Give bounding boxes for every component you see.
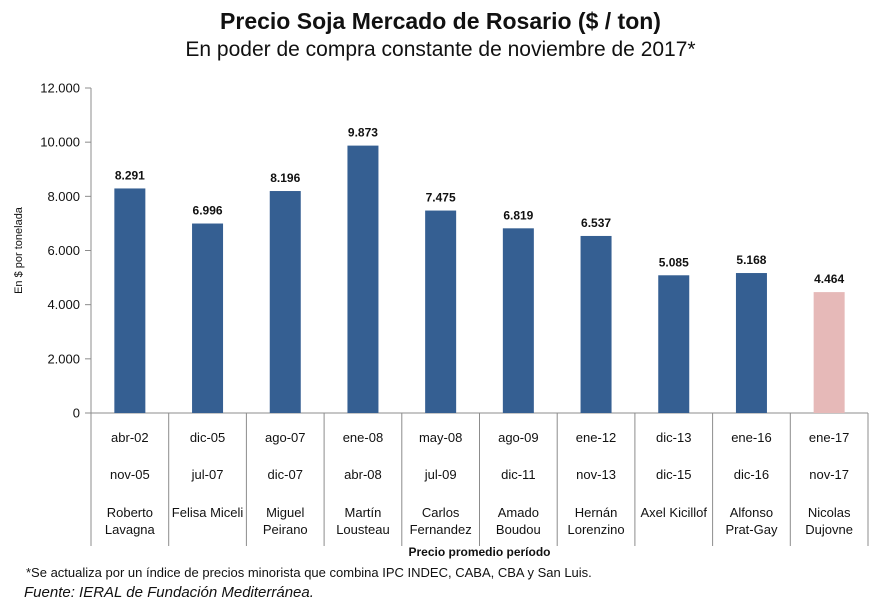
category-name-label: Roberto xyxy=(107,505,153,520)
bar xyxy=(347,145,379,413)
category-start-label: ene-08 xyxy=(343,430,383,445)
category-end-label: dic-16 xyxy=(734,467,769,482)
category-end-label: nov-13 xyxy=(576,467,616,482)
category-start-label: ago-09 xyxy=(498,430,538,445)
category-end-label: abr-08 xyxy=(344,467,382,482)
bar xyxy=(735,273,767,413)
category-name-label: Miguel xyxy=(266,505,304,520)
category-name-label: Prat-Gay xyxy=(725,522,778,537)
data-label: 4.464 xyxy=(814,272,844,286)
data-label: 5.085 xyxy=(659,255,689,269)
y-tick-label: 6.000 xyxy=(47,243,80,258)
y-tick-label: 0 xyxy=(73,406,80,421)
bar xyxy=(192,223,224,413)
data-label: 6.537 xyxy=(581,216,611,230)
category-name-label: Axel Kicillof xyxy=(641,505,708,520)
chart-title: Precio Soja Mercado de Rosario ($ / ton) xyxy=(220,8,661,34)
data-label: 9.873 xyxy=(348,126,378,140)
category-end-label: dic-07 xyxy=(268,467,303,482)
category-name-label: Peirano xyxy=(263,522,308,537)
y-tick-label: 4.000 xyxy=(47,297,80,312)
bar xyxy=(502,228,534,413)
data-label: 5.168 xyxy=(736,253,766,267)
y-tick-label: 12.000 xyxy=(40,81,80,96)
bar xyxy=(269,191,301,413)
category-name-label: Fernandez xyxy=(410,522,472,537)
category-name-label: Alfonso xyxy=(730,505,773,520)
category-end-label: nov-05 xyxy=(110,467,150,482)
bar xyxy=(813,292,845,413)
bar xyxy=(580,235,612,413)
category-start-label: dic-05 xyxy=(190,430,225,445)
category-end-label: nov-17 xyxy=(809,467,849,482)
category-start-label: ene-12 xyxy=(576,430,616,445)
category-name-label: Hernán xyxy=(575,505,618,520)
category-name-label: Lorenzino xyxy=(567,522,624,537)
data-label: 8.196 xyxy=(270,171,300,185)
footnote: *Se actualiza por un índice de precios m… xyxy=(26,565,592,580)
data-label: 8.291 xyxy=(115,168,145,182)
data-label: 7.475 xyxy=(426,191,456,205)
bar xyxy=(658,275,690,413)
category-name-label: Amado xyxy=(498,505,539,520)
category-name-label: Lousteau xyxy=(336,522,390,537)
y-tick-label: 2.000 xyxy=(47,351,80,366)
category-name-label: Carlos xyxy=(422,505,460,520)
category-start-label: may-08 xyxy=(419,430,462,445)
category-start-label: ago-07 xyxy=(265,430,305,445)
category-name-label: Martín xyxy=(345,505,382,520)
bar xyxy=(114,188,146,413)
category-end-label: dic-11 xyxy=(501,467,535,482)
bar-chart: 0 2.000 4.000 6.000 8.000 10.000 12.000 En $ po… xyxy=(13,81,869,559)
y-tick-label: 8.000 xyxy=(47,189,80,204)
category-name-label: Felisa Miceli xyxy=(172,505,244,520)
x-axis-title: Precio promedio período xyxy=(408,545,550,559)
category-name-label: Boudou xyxy=(496,522,541,537)
data-label: 6.996 xyxy=(193,204,223,218)
source-note: Fuente: IERAL de Fundación Mediterránea. xyxy=(24,584,314,601)
data-label: 6.819 xyxy=(503,208,533,222)
category-end-label: jul-07 xyxy=(191,467,224,482)
category-name-label: Nicolas xyxy=(808,505,851,520)
category-name-label: Dujovne xyxy=(805,522,853,537)
category-start-label: abr-02 xyxy=(111,430,149,445)
category-name-label: Lavagna xyxy=(105,522,156,537)
y-axis-title: En $ por tonelada xyxy=(13,206,25,294)
bar xyxy=(425,210,457,413)
category-end-label: jul-09 xyxy=(424,467,457,482)
category-start-label: dic-13 xyxy=(656,430,691,445)
chart-subtitle: En poder de compra constante de noviembr… xyxy=(185,38,696,61)
category-start-label: ene-16 xyxy=(731,430,771,445)
category-start-label: ene-17 xyxy=(809,430,849,445)
category-end-label: dic-15 xyxy=(656,467,691,482)
y-tick-label: 10.000 xyxy=(40,135,80,150)
